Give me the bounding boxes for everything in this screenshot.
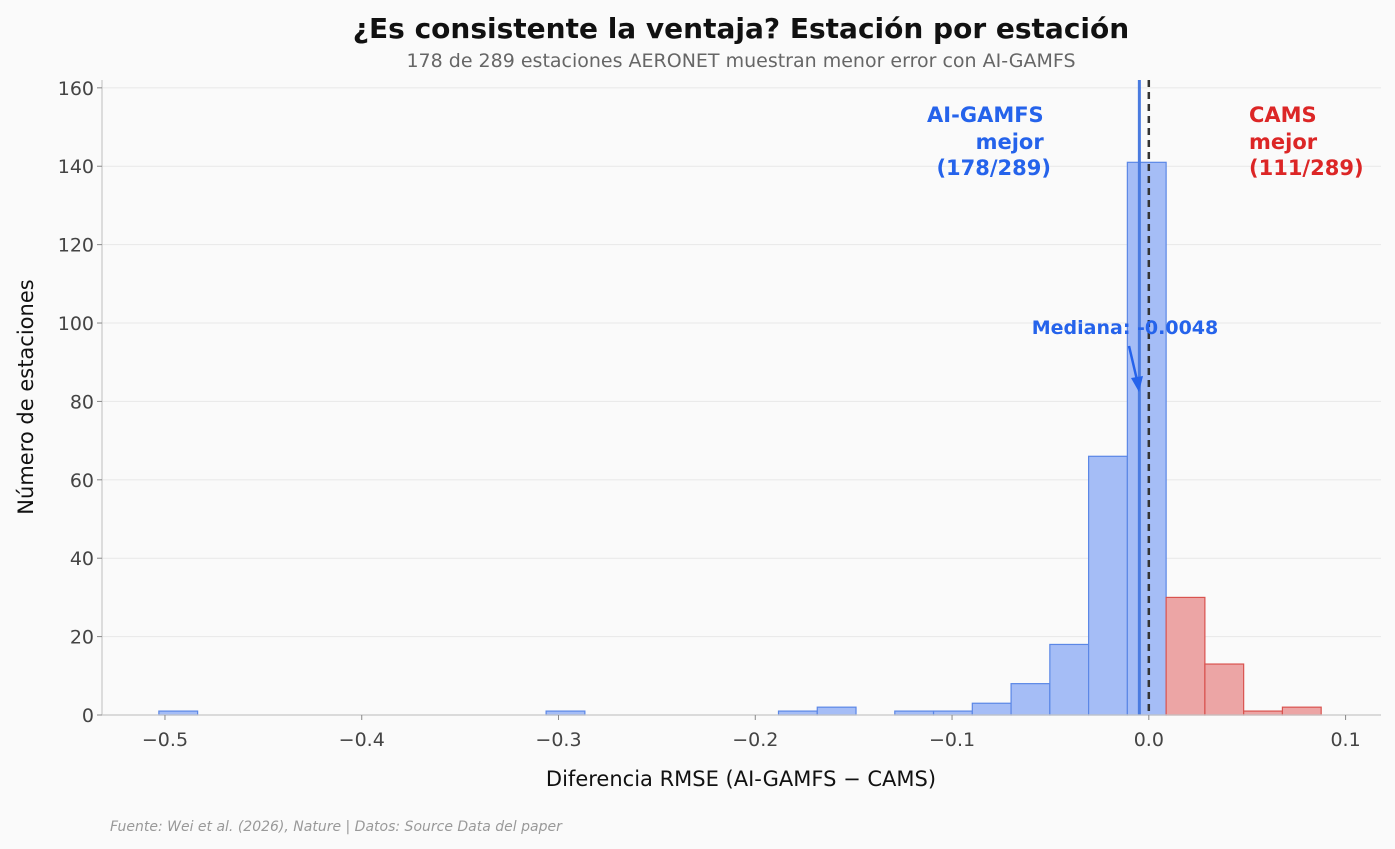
x-tick-label: 0.1 bbox=[1330, 729, 1360, 751]
reference-lines bbox=[1137, 80, 1151, 715]
chart-title: ¿Es consistente la ventaja? Estación por… bbox=[353, 12, 1129, 45]
histogram-bar-11 bbox=[1126, 161, 1167, 716]
y-axis-label: Número de estaciones bbox=[14, 279, 38, 514]
ai-annotation-line-1: AI-GAMFS bbox=[927, 103, 1044, 127]
ai-annotation-line-2: mejor bbox=[976, 130, 1045, 154]
cams-better-annotation: CAMS mejor (111/289) bbox=[1249, 103, 1364, 180]
y-axis-ticks: 0 20 40 60 80 100 120 140 160 bbox=[58, 78, 102, 727]
x-tick-label: −0.1 bbox=[929, 729, 975, 751]
y-tick-label: 40 bbox=[70, 548, 94, 570]
y-tick-label: 0 bbox=[82, 705, 94, 727]
histogram-bars bbox=[158, 161, 1322, 716]
median-arrow-head bbox=[1131, 376, 1143, 392]
y-tick-label: 140 bbox=[58, 156, 94, 178]
x-tick-label: 0.0 bbox=[1134, 729, 1164, 751]
y-tick-label: 80 bbox=[70, 391, 94, 413]
x-axis-label: Diferencia RMSE (AI-GAMFS − CAMS) bbox=[546, 767, 936, 791]
histogram-bar-12 bbox=[1165, 596, 1206, 716]
y-tick-label: 160 bbox=[58, 78, 94, 100]
x-tick-label: −0.3 bbox=[535, 729, 581, 751]
histogram-bar-4 bbox=[816, 706, 857, 716]
histogram-bar-13 bbox=[1204, 663, 1245, 716]
cams-annotation-line-1: CAMS bbox=[1249, 103, 1317, 127]
x-tick-label: −0.4 bbox=[339, 729, 385, 751]
histogram-bar-8 bbox=[1010, 683, 1051, 716]
y-tick-label: 100 bbox=[58, 313, 94, 335]
y-tick-label: 60 bbox=[70, 470, 94, 492]
histogram-bar-9 bbox=[1049, 643, 1090, 716]
cams-annotation-line-3: (111/289) bbox=[1249, 156, 1364, 180]
axes bbox=[101, 80, 1381, 716]
histogram-bar-10 bbox=[1088, 455, 1128, 716]
histogram-bar-15 bbox=[1281, 706, 1322, 716]
x-tick-label: −0.2 bbox=[732, 729, 778, 751]
cams-annotation-line-2: mejor bbox=[1249, 130, 1318, 154]
grid-lines bbox=[102, 87, 1381, 638]
y-tick-label: 20 bbox=[70, 627, 94, 649]
chart-subtitle: 178 de 289 estaciones AERONET muestran m… bbox=[406, 50, 1075, 72]
x-tick-label: −0.5 bbox=[142, 729, 188, 751]
y-tick-label: 120 bbox=[58, 235, 94, 257]
x-axis-ticks: −0.5 −0.4 −0.3 −0.2 −0.1 0.0 0.1 bbox=[142, 715, 1361, 751]
median-arrow-shaft bbox=[1127, 345, 1139, 381]
median-label: Mediana: -0.0048 bbox=[1032, 317, 1219, 339]
histogram-bar-7 bbox=[971, 702, 1012, 716]
source-note: Fuente: Wei et al. (2026), Nature | Dato… bbox=[110, 819, 563, 835]
ai-gamfs-better-annotation: AI-GAMFS mejor (178/289) bbox=[927, 103, 1051, 180]
ai-annotation-line-3: (178/289) bbox=[936, 156, 1051, 180]
